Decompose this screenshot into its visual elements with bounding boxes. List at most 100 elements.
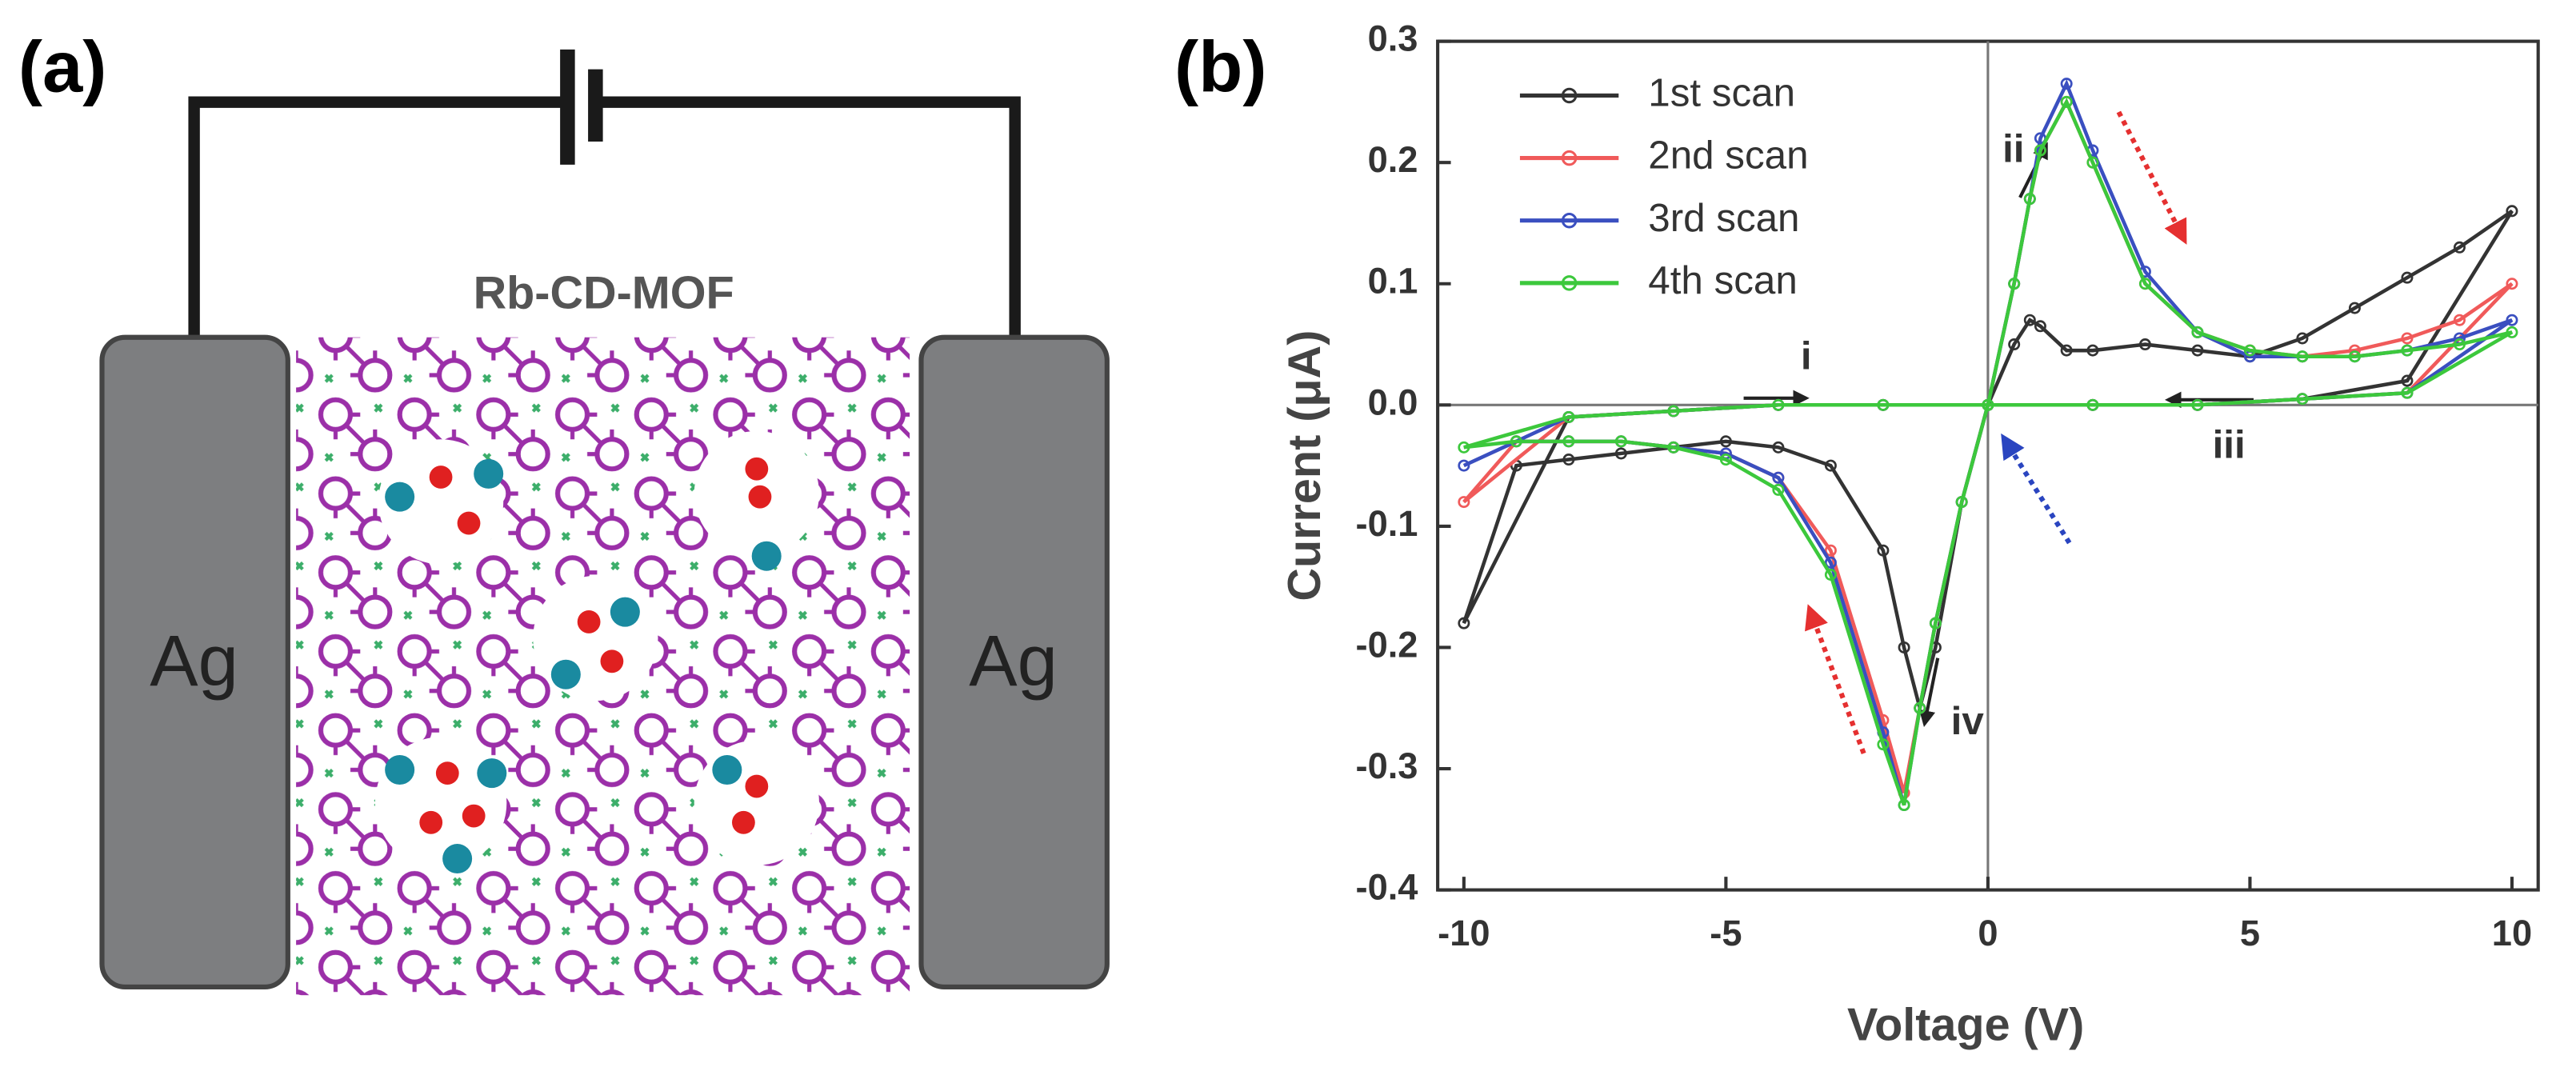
point bbox=[1719, 454, 1732, 466]
point bbox=[2034, 144, 2046, 157]
point bbox=[2401, 271, 2414, 284]
point bbox=[2401, 344, 2414, 357]
electrode bbox=[99, 334, 290, 990]
point bbox=[2008, 278, 2021, 290]
point bbox=[1562, 410, 1575, 423]
circle-shape bbox=[610, 597, 640, 627]
panel-label: (b) bbox=[1174, 27, 1267, 108]
direction-arrow bbox=[1805, 604, 1866, 755]
circle-shape bbox=[385, 482, 415, 512]
x-tick-label: -10 bbox=[1438, 913, 1490, 953]
x-axis-label: Voltage (V) bbox=[1847, 1000, 2084, 1051]
circle-shape bbox=[550, 659, 581, 689]
series-line bbox=[1463, 98, 2514, 806]
g-shape bbox=[419, 457, 772, 834]
x-tick-label: -5 bbox=[1710, 913, 1742, 953]
annotation: iv bbox=[1951, 699, 1985, 743]
circle-shape bbox=[474, 458, 504, 489]
y-tick-label: -0.3 bbox=[1356, 745, 1418, 786]
x-tick-label: 10 bbox=[2492, 913, 2532, 953]
circle-shape bbox=[477, 758, 507, 789]
point bbox=[2506, 205, 2518, 218]
legend-marker bbox=[1561, 212, 1578, 229]
circle-shape bbox=[462, 804, 486, 828]
annotation: iii bbox=[2213, 423, 2246, 467]
y-tick-label: -0.1 bbox=[1356, 503, 1418, 544]
point bbox=[2086, 156, 2099, 169]
point bbox=[2023, 193, 2036, 206]
point bbox=[2086, 344, 2099, 357]
point bbox=[1824, 544, 1837, 557]
y-tick-label: 0.3 bbox=[1368, 18, 1418, 59]
point bbox=[2453, 314, 2466, 326]
point bbox=[1667, 441, 1680, 454]
point bbox=[2506, 314, 2518, 326]
point bbox=[1562, 454, 1575, 466]
wire bbox=[188, 96, 1021, 338]
direction-arrow bbox=[2116, 110, 2187, 245]
circle-shape bbox=[419, 810, 443, 834]
point bbox=[1955, 496, 1968, 509]
point bbox=[2348, 350, 2361, 363]
material-label: Rb-CD-MOF bbox=[474, 268, 734, 319]
point bbox=[1898, 799, 1910, 812]
point bbox=[1458, 459, 1470, 472]
point bbox=[2401, 386, 2414, 399]
point bbox=[2453, 241, 2466, 254]
panel-a: (a) Rb-CD-MOF bbox=[18, 27, 1110, 996]
legend-marker bbox=[1561, 150, 1578, 166]
point bbox=[1458, 441, 1470, 454]
panel-label: (a) bbox=[18, 27, 107, 108]
point bbox=[1982, 398, 1994, 411]
point bbox=[1458, 496, 1470, 509]
point bbox=[1510, 435, 1522, 448]
point bbox=[2008, 338, 2021, 351]
point bbox=[2191, 398, 2204, 411]
electrode-label: Ag bbox=[150, 621, 238, 701]
point bbox=[2191, 344, 2204, 357]
circle-shape bbox=[435, 761, 459, 785]
point bbox=[2506, 278, 2518, 290]
point bbox=[1877, 738, 1890, 751]
circle-shape bbox=[748, 485, 772, 509]
point bbox=[2138, 278, 2151, 290]
point bbox=[2243, 344, 2256, 357]
point bbox=[1898, 641, 1910, 653]
y-tick-label: -0.4 bbox=[1356, 867, 1418, 908]
circle-shape bbox=[751, 541, 782, 571]
point bbox=[1772, 441, 1785, 454]
circle-shape bbox=[732, 810, 755, 834]
point bbox=[2296, 332, 2309, 345]
point bbox=[1719, 435, 1732, 448]
y-tick-label: 0.2 bbox=[1368, 139, 1418, 180]
y-axis-label: Current (μA) bbox=[1279, 330, 1330, 601]
point bbox=[1614, 435, 1627, 448]
point bbox=[2060, 344, 2073, 357]
point bbox=[1824, 556, 1837, 569]
point bbox=[2086, 398, 2099, 411]
circle-shape bbox=[694, 740, 819, 865]
point bbox=[2453, 338, 2466, 351]
direction-arrow bbox=[1918, 657, 1940, 727]
direction-arrow bbox=[2001, 433, 2072, 545]
circle-shape bbox=[712, 755, 742, 785]
point bbox=[2296, 393, 2309, 406]
y-tick-label: -0.2 bbox=[1356, 624, 1418, 665]
circle-shape bbox=[429, 466, 453, 489]
circle-shape bbox=[745, 774, 769, 798]
point bbox=[1562, 435, 1575, 448]
point bbox=[1877, 544, 1890, 557]
y-tick-label: 0.0 bbox=[1368, 382, 1418, 422]
annotation: ii bbox=[2002, 126, 2024, 170]
point bbox=[1914, 701, 1926, 714]
point bbox=[2138, 338, 2151, 351]
point bbox=[2348, 302, 2361, 314]
point bbox=[1614, 447, 1627, 460]
electrode-label: Ag bbox=[969, 621, 1058, 701]
legend-label: 1st scan bbox=[1648, 70, 1795, 114]
point bbox=[2034, 320, 2046, 333]
circle-shape bbox=[385, 755, 415, 785]
circle-shape bbox=[745, 457, 769, 481]
legend-label: 4th scan bbox=[1648, 258, 1797, 302]
